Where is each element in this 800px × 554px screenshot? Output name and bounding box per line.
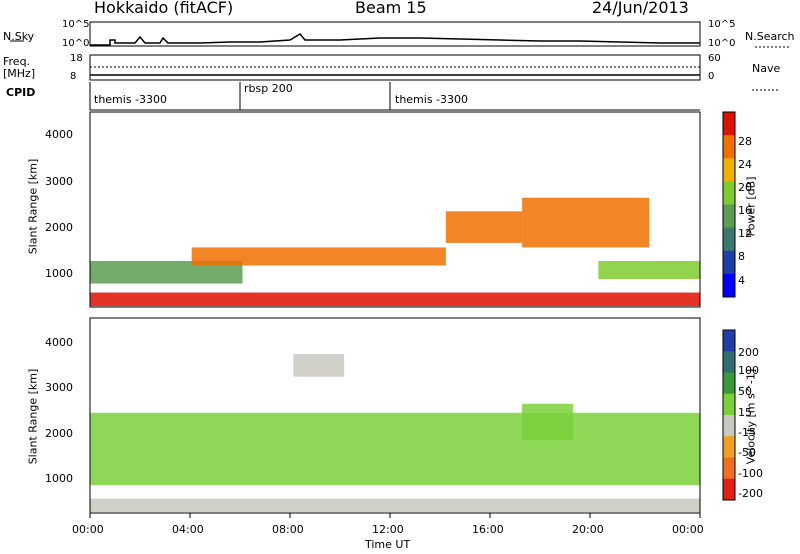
nsky-frame — [89, 21, 701, 47]
power-colorbar-swatch — [723, 158, 735, 182]
power-cb-tick-12: 12 — [738, 227, 752, 240]
power-cb-tick-20: 20 — [738, 181, 752, 194]
power-ytick-1000: 1000 — [45, 267, 73, 280]
velocity-colorbar-swatch — [723, 372, 735, 395]
vel-cb-tick-200: 200 — [738, 346, 759, 359]
cpid-label: CPID — [6, 86, 36, 99]
power-heat-band-4 — [522, 197, 650, 248]
xtick-0: 00:00 — [72, 523, 104, 536]
power-colorbar — [723, 112, 735, 298]
power-ytick-3000: 3000 — [45, 175, 73, 188]
nsearch-tick-bottom: 10^0 — [708, 38, 736, 49]
cpid-segment-1: themis -3300 — [94, 93, 168, 106]
radar-title: Hokkaido (fitACF) — [94, 0, 234, 17]
velocity-colorbar-swatch — [723, 457, 735, 480]
nave-tick-top: 60 — [708, 53, 721, 64]
xtick-4: 16:00 — [472, 523, 504, 536]
beam-label: Beam 15 — [355, 0, 427, 17]
power-cb-tick-28: 28 — [738, 135, 752, 148]
power-heat-band-0 — [90, 292, 700, 307]
xtick-1: 04:00 — [172, 523, 204, 536]
velocity-ytick-3000: 3000 — [45, 381, 73, 394]
nsky-label: N.Sky — [3, 30, 35, 43]
power-ytick-4000: 4000 — [45, 128, 73, 141]
date-label: 24/Jun/2013 — [592, 0, 689, 17]
vel-heat-band-2 — [293, 354, 345, 377]
power-cb-tick-8: 8 — [738, 250, 745, 263]
velocity-colorbar-frame — [722, 329, 736, 501]
power-colorbar-swatch — [723, 204, 735, 229]
cpid-segment-2: rbsp 200 — [244, 82, 293, 95]
vel-heat-band-0 — [90, 498, 700, 513]
power-colorbar-swatch — [723, 112, 735, 136]
power-colorbar-swatch — [723, 227, 735, 252]
vel-cb-tick-50: 50 — [738, 385, 752, 398]
vel-cb-tick-m100: -100 — [738, 467, 763, 480]
xtick-6: 00:00 — [672, 523, 704, 536]
power-heatmap — [90, 197, 700, 307]
nsearch-label: N.Search — [745, 30, 795, 43]
vel-cb-tick-15: 15 — [738, 406, 752, 419]
nsky-tick-top: 10^5 — [62, 19, 90, 30]
velocity-colorbar — [723, 330, 735, 501]
velocity-colorbar-swatch — [723, 478, 735, 501]
power-heat-band-2 — [191, 247, 446, 266]
velocity-colorbar-swatch — [723, 393, 735, 416]
velocity-colorbar-swatch — [723, 436, 735, 458]
power-cb-tick-24: 24 — [738, 158, 752, 171]
nave-tick-bottom: 0 — [708, 71, 715, 82]
power-colorbar-swatch — [723, 273, 735, 298]
power-colorbar-swatch — [723, 250, 735, 275]
xtick-2: 08:00 — [272, 523, 304, 536]
velocity-heatmap — [90, 354, 700, 513]
nsky-trace — [90, 33, 700, 46]
power-heat-band-1 — [90, 260, 243, 284]
power-ytick-2000: 2000 — [45, 221, 73, 234]
freq-tick-bottom: 8 — [70, 71, 77, 82]
power-heat-band-5 — [598, 260, 700, 280]
vel-cb-tick-m200: -200 — [738, 487, 763, 500]
power-colorbar-frame — [722, 111, 736, 298]
velocity-ytick-2000: 2000 — [45, 427, 73, 440]
nave-label: Nave — [752, 62, 781, 75]
freq-unit-label: [MHz] — [3, 67, 36, 80]
velocity-frame — [89, 317, 701, 514]
x-axis-title: Time UT — [365, 538, 411, 551]
vel-heat-band-3 — [522, 403, 573, 440]
vel-heat-band-1 — [90, 412, 700, 486]
power-cb-tick-4: 4 — [738, 274, 745, 287]
vel-cb-tick-m15: -15 — [738, 426, 756, 439]
freq-label: Freq. — [3, 55, 31, 68]
nsearch-tick-top: 10^5 — [708, 19, 736, 30]
vel-cb-tick-100: 100 — [738, 364, 759, 377]
velocity-ytick-1000: 1000 — [45, 472, 73, 485]
velocity-ytick-4000: 4000 — [45, 336, 73, 349]
power-frame — [89, 111, 701, 308]
cpid-segment-3: themis -3300 — [395, 93, 469, 106]
power-heat-band-3 — [445, 211, 523, 243]
xtick-3: 12:00 — [372, 523, 404, 536]
vel-cb-tick-m50: -50 — [738, 446, 756, 459]
nsky-tick-bottom: 10^0 — [62, 38, 90, 49]
power-colorbar-swatch — [723, 135, 735, 159]
power-colorbar-swatch — [723, 181, 735, 205]
x-ticks — [89, 513, 701, 518]
freq-tick-top: 18 — [70, 53, 83, 64]
power-cb-tick-16: 16 — [738, 204, 752, 217]
velocity-colorbar-swatch — [723, 415, 735, 437]
velocity-colorbar-swatch — [723, 330, 735, 352]
xtick-5: 20:00 — [572, 523, 604, 536]
velocity-colorbar-swatch — [723, 351, 735, 373]
